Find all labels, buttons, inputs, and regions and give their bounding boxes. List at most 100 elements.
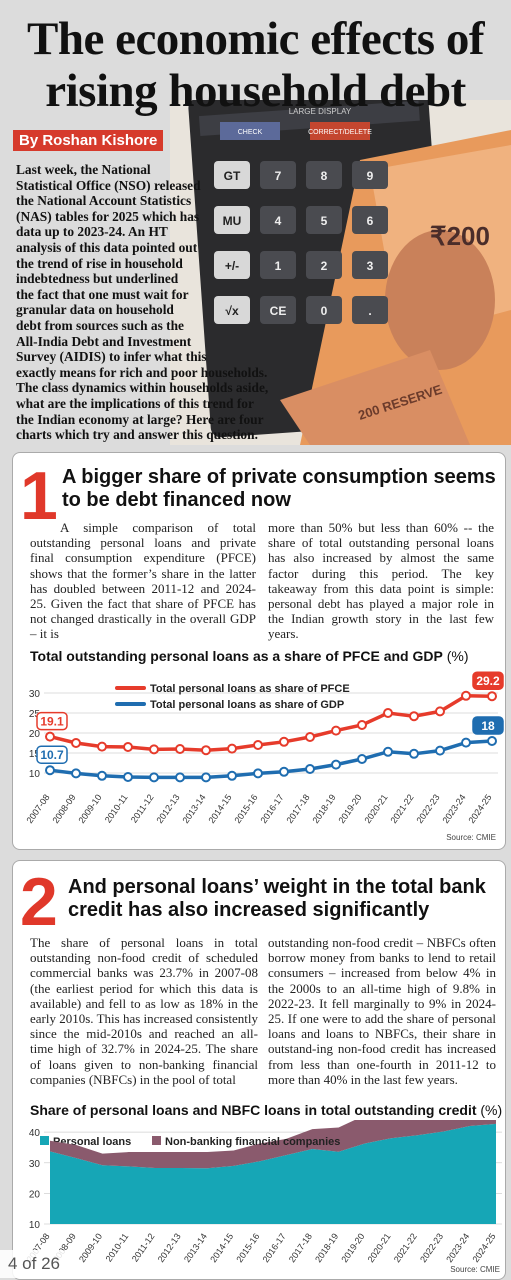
point — [409, 748, 419, 759]
intro-line: what are the implications of this trend … — [16, 395, 254, 411]
body-text: A simple comparison of total outstanding… — [30, 520, 256, 642]
chart-title: Total outstanding personal loans as a sh… — [30, 648, 468, 664]
x-tick-label: 2022-23 — [418, 1231, 445, 1264]
x-tick-label: 2020-21 — [363, 792, 390, 825]
chart-title-text: Total outstanding personal loans as a sh… — [30, 648, 443, 664]
point — [253, 740, 263, 750]
intro-line: analysis of this data pointed out — [16, 239, 198, 255]
point — [227, 770, 237, 781]
point — [357, 754, 367, 764]
series-area — [50, 1120, 496, 1169]
point — [71, 768, 81, 779]
legend-swatch — [40, 1136, 49, 1145]
section-heading: A bigger share of private consumption se… — [62, 466, 496, 511]
x-tick-label: 2019-20 — [339, 1231, 366, 1264]
point — [227, 743, 237, 754]
byline: By Roshan Kishore — [13, 130, 164, 151]
x-tick-label: 2013-14 — [181, 792, 208, 825]
x-tick-label: 2012-13 — [156, 1231, 183, 1264]
y-tick-label: 30 — [29, 1159, 41, 1170]
label-box — [472, 671, 504, 690]
intro: Last week, the National Statistical Offic… — [16, 162, 268, 443]
photo-text: +/- — [225, 259, 239, 273]
y-tick-label: 15 — [29, 749, 41, 760]
y-tick-label: 30 — [29, 689, 41, 700]
x-tick-label: 2021-22 — [392, 1231, 419, 1264]
intro-line: debt from sources such as the — [16, 317, 185, 333]
chart-title-text: Share of personal loans and NBFC loans i… — [30, 1102, 477, 1118]
photo-text: 9 — [367, 169, 374, 183]
photo-text: 4 — [275, 214, 282, 228]
x-tick-label: 2020-21 — [366, 1231, 393, 1264]
label-box — [36, 745, 68, 764]
x-tick-label: 2010-11 — [103, 792, 130, 824]
source: Source: CMIE — [446, 833, 496, 842]
intro-line: Statistical Office (NSO) released — [16, 177, 201, 193]
point — [123, 742, 133, 752]
photo-key — [306, 161, 342, 189]
point — [357, 720, 367, 730]
x-tick-label: 2015-16 — [233, 792, 260, 825]
intro-line: Survey (AIDIS) to infer what this — [16, 349, 207, 365]
photo-key — [260, 251, 296, 279]
x-tick-label: 2013-14 — [182, 1231, 209, 1264]
page-indicator: 4 of 26 — [0, 1250, 68, 1278]
point — [149, 772, 159, 783]
point — [305, 764, 315, 774]
x-tick-label: 2014-15 — [207, 792, 234, 825]
headline: The economic effects of — [26, 13, 485, 65]
photo: LARGE DISPLAY CHECK CORRECT/DELETE GT 7 8 9 MU 4… — [170, 100, 511, 445]
data-label: 10.7 — [40, 748, 64, 762]
intro-line: the Indian economy at large? Here are fo… — [16, 411, 264, 427]
point — [383, 746, 393, 757]
intro-line: granular data on household — [16, 302, 174, 318]
intro-line: the National Account Statistics — [16, 193, 192, 209]
point — [305, 732, 315, 742]
intro-line: indebtedness but underlined — [16, 271, 179, 287]
point — [279, 766, 289, 777]
photo-button — [310, 122, 370, 140]
x-tick-label: 2018-19 — [311, 792, 338, 825]
point — [123, 772, 133, 782]
x-tick-label: 2022-23 — [415, 792, 442, 825]
intro-line: the fact that one must wait for — [16, 286, 189, 302]
photo-key — [352, 161, 388, 189]
photo-key — [352, 296, 388, 324]
photo-text: LARGE DISPLAY — [289, 107, 352, 116]
headline: rising household debt — [45, 65, 466, 117]
y-tick-label: 10 — [29, 769, 41, 780]
point — [201, 772, 211, 783]
section-number: 2 — [20, 864, 58, 940]
photo-button — [220, 122, 280, 140]
y-tick-label: 20 — [29, 1189, 41, 1200]
x-tick-label: 2024-25 — [471, 1231, 498, 1264]
x-tick-label: 2016-17 — [259, 792, 286, 825]
legend-label: Total personal loans as share of PFCE — [150, 683, 350, 695]
section-number: 1 — [20, 458, 58, 534]
photo-key — [352, 206, 388, 234]
y-tick-label: 10 — [29, 1220, 41, 1231]
x-tick-label: 2017-18 — [287, 1231, 314, 1264]
y-tick-label: 40 — [29, 1128, 41, 1139]
photo-text: CORRECT/DELETE — [308, 129, 372, 136]
intro-line: exactly means for rich and poor househol… — [16, 364, 268, 380]
photo-key — [214, 206, 250, 234]
photo-key — [352, 251, 388, 279]
intro-line: (NAS) tables for 2025 which has — [16, 208, 200, 224]
legend-label: Non-banking financial companies — [165, 1136, 340, 1148]
point — [149, 744, 159, 755]
photo-key — [260, 161, 296, 189]
x-tick-label: 2019-20 — [337, 792, 364, 825]
data-label: 18 — [481, 719, 495, 733]
photo-key — [214, 296, 250, 324]
body-text: The share of personal loans in total out… — [30, 935, 258, 1087]
y-tick-label: 20 — [29, 729, 41, 740]
intro-line: The class dynamics within households asi… — [16, 380, 269, 396]
point — [175, 772, 185, 783]
section-heading: And personal loans’ weight in the total … — [68, 876, 486, 921]
body-text: outstanding non-food credit – NBFCs ofte… — [268, 935, 496, 1087]
data-label: 29.2 — [476, 674, 500, 688]
x-tick-label: 2023-24 — [441, 792, 468, 825]
